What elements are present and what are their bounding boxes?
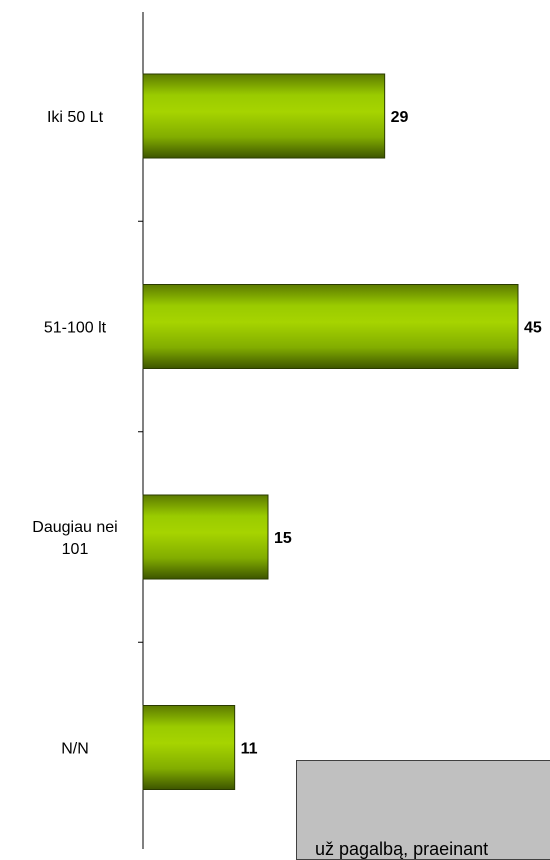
category-tick-label: N/N (61, 741, 89, 758)
data-label: 45 (524, 320, 542, 337)
bar (142, 284, 519, 369)
bar (142, 494, 269, 580)
category-tick-label: Iki 50 Lt (47, 109, 104, 126)
note-text: už pagalbą, praeinant (315, 839, 489, 859)
category-tick-label: 101 (62, 541, 89, 558)
data-label: 11 (241, 741, 258, 758)
bar (142, 73, 386, 159)
data-label: 29 (391, 109, 409, 126)
data-label: 15 (274, 530, 292, 547)
category-tick-label: Daugiau nei (32, 519, 117, 536)
bar (142, 705, 236, 790)
category-tick-label: 51-100 lt (44, 320, 107, 337)
note-box: už pagalbą, praeinant (296, 760, 550, 860)
